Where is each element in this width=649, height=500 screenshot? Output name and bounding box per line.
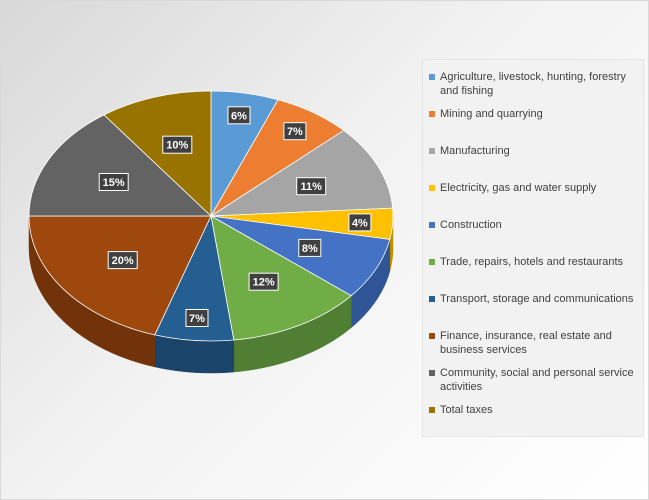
- legend-swatch: [429, 407, 435, 413]
- data-label-4: 4%: [348, 213, 372, 232]
- legend-item: Transport, storage and communications: [429, 292, 637, 306]
- pie-chart: 6% 7% 11% 4% 8% 12% 7% 20% 15% 10%: [28, 90, 394, 374]
- legend: Agriculture, livestock, hunting, forestr…: [422, 59, 644, 437]
- legend-item: Agriculture, livestock, hunting, forestr…: [429, 70, 637, 98]
- pie-slice-10: [103, 90, 212, 217]
- legend-swatch: [429, 333, 435, 339]
- data-label-text: 6%: [231, 110, 247, 122]
- legend-label: Trade, repairs, hotels and restaurants: [440, 256, 624, 268]
- legend-swatch: [429, 111, 435, 117]
- data-label-7: 7%: [185, 309, 209, 327]
- data-label-box: [248, 272, 279, 291]
- data-label-box: [185, 309, 209, 327]
- legend-label: Manufacturing: [440, 145, 510, 157]
- data-label-box: [348, 213, 372, 232]
- legend-label: Construction: [440, 219, 502, 231]
- data-label-5: 8%: [298, 238, 322, 257]
- data-label-box: [296, 177, 327, 196]
- legend-item: Trade, repairs, hotels and restaurants: [429, 255, 637, 269]
- legend-label: Finance, insurance, real estate and busi…: [440, 330, 612, 356]
- data-label-text: 7%: [287, 126, 303, 138]
- pie-slice-8: [28, 215, 212, 336]
- legend-label: Mining and quarrying: [440, 108, 543, 120]
- data-label-3: 11%: [296, 177, 327, 196]
- pie-side-walls: [28, 215, 394, 374]
- data-labels: 6% 7% 11% 4% 8% 12% 7% 20% 15% 10%: [98, 106, 372, 327]
- legend-item: Electricity, gas and water supply: [429, 181, 637, 195]
- data-label-9: 15%: [98, 173, 129, 191]
- pie-slice-3: [209, 129, 394, 217]
- legend-item: Construction: [429, 218, 637, 232]
- data-label-text: 8%: [302, 243, 318, 255]
- pie-slice-6: [210, 215, 352, 341]
- legend-swatch: [429, 259, 435, 265]
- legend-item: Community, social and personal service a…: [429, 366, 637, 394]
- data-label-2: 7%: [283, 122, 307, 141]
- legend-label: Total taxes: [440, 404, 493, 416]
- data-label-box: [283, 122, 307, 141]
- data-label-text: 11%: [300, 181, 322, 193]
- legend-label: Electricity, gas and water supply: [440, 182, 597, 194]
- data-label-8: 20%: [107, 251, 138, 270]
- legend-swatch: [429, 370, 435, 376]
- legend-swatch: [429, 296, 435, 302]
- data-label-1: 6%: [227, 106, 251, 125]
- pie-slices: [28, 90, 394, 342]
- data-label-10: 10%: [162, 135, 193, 154]
- data-label-box: [107, 251, 138, 270]
- data-label-text: 10%: [166, 140, 188, 152]
- legend-label: Agriculture, livestock, hunting, forestr…: [440, 71, 626, 97]
- legend-swatch: [429, 185, 435, 191]
- data-label-box: [98, 173, 129, 191]
- legend-swatch: [429, 148, 435, 154]
- data-label-text: 15%: [103, 177, 125, 189]
- legend-item: Mining and quarrying: [429, 107, 637, 121]
- data-label-text: 12%: [253, 277, 275, 289]
- data-label-6: 12%: [248, 272, 279, 291]
- legend-item: Manufacturing: [429, 144, 637, 158]
- data-label-text: 20%: [112, 255, 134, 267]
- legend-swatch: [429, 74, 435, 80]
- data-label-text: 7%: [189, 313, 205, 325]
- legend-label: Transport, storage and communications: [440, 293, 634, 305]
- data-label-box: [298, 238, 322, 257]
- data-label-box: [227, 106, 251, 125]
- legend-item: Finance, insurance, real estate and busi…: [429, 329, 637, 357]
- pie-slice-9: [28, 114, 213, 217]
- data-label-text: 4%: [352, 217, 368, 229]
- legend-item: Total taxes: [429, 403, 637, 417]
- legend-label: Community, social and personal service a…: [440, 367, 634, 393]
- legend-swatch: [429, 222, 435, 228]
- data-label-box: [162, 135, 193, 154]
